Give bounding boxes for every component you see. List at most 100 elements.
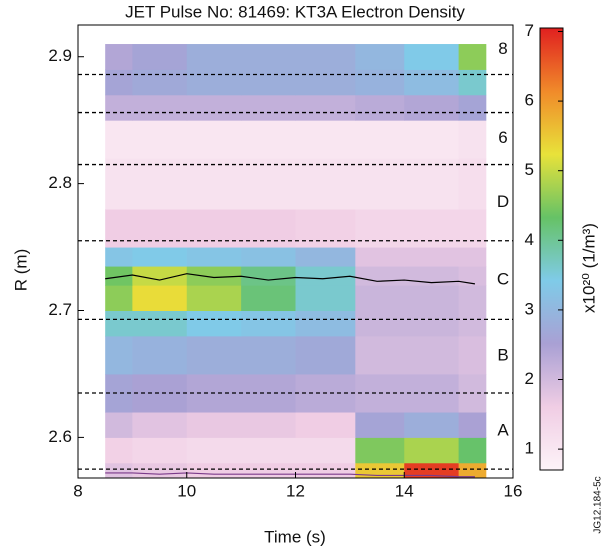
heatmap-cell [458,158,487,210]
chart-title: JET Pulse No: 81469: KT3A Electron Densi… [125,2,465,21]
heatmap-cell [295,285,356,312]
heatmap-cell [132,462,188,479]
heatmap-cell [241,437,296,464]
heatmap-cell [132,412,188,438]
heatmap-cell [105,412,133,438]
colorbar-tick-label: 1 [525,439,534,458]
region-label: 6 [498,128,507,147]
heatmap-cell [186,44,242,70]
heatmap-cell [295,208,356,248]
heatmap-cell [404,335,460,375]
region-label: A [497,421,509,440]
heatmap-cell [105,94,133,121]
watermark: JG12.184-5c [593,476,604,533]
y-tick-label: 2.6 [48,427,72,446]
heatmap-cell [241,266,296,286]
colorbar-label: x10²⁰ (1/m³) [579,223,598,313]
heatmap-cell [355,120,405,159]
heatmap-cell [458,208,487,248]
heatmap-cell [186,462,242,479]
colorbar-tick-label: 5 [525,160,534,179]
heatmap-cell [355,462,405,479]
heatmap-cell [105,69,133,96]
heatmap-cell [458,335,487,375]
heatmap-cell [404,208,460,248]
heatmap-cell [355,310,405,337]
heatmap-cell [355,335,405,375]
heatmap-cell [458,462,487,479]
heatmap-cell [404,412,460,438]
heatmap-cell [186,94,242,121]
heatmap-cell [241,335,296,375]
heatmap-cell [404,158,460,210]
heatmap-cell [132,285,188,312]
y-tick-label: 2.7 [48,300,72,319]
heatmap-cell [241,285,296,312]
heatmap-cell [404,437,460,464]
heatmap-cell [132,266,188,286]
colorbar-tick-label: 2 [525,369,534,388]
heatmap-cell [241,120,296,159]
heatmap-cell [458,285,487,312]
heatmap-cell [295,69,356,96]
heatmap-cell [458,94,487,121]
heatmap-cell [132,247,188,267]
heatmap-cell [295,120,356,159]
heatmap-cell [241,158,296,210]
heatmap-cell [105,158,133,210]
heatmap-cell [355,94,405,121]
y-tick-label: 2.9 [48,46,72,65]
x-tick-label: 14 [395,481,414,500]
heatmap-cell [105,247,133,267]
heatmap-cell [241,462,296,479]
heatmap-cell [458,120,487,159]
y-tick-label: 2.8 [48,173,72,192]
heatmap-cell [458,69,487,96]
heatmap-cell [186,69,242,96]
heatmap-cell [458,44,487,70]
heatmap-cell [355,208,405,248]
heatmap-cell [295,437,356,464]
colorbar-tick-label: 4 [525,230,534,249]
heatmap-cell [295,412,356,438]
heatmap-cell [355,44,405,70]
heatmap-cell [458,310,487,337]
heatmap-cell [355,266,405,286]
heatmap-cell [458,266,487,286]
heatmap-cell [404,310,460,337]
heatmap-cell [295,266,356,286]
heatmap-cell [105,285,133,312]
heatmap-cell [241,247,296,267]
heatmap-cell [241,94,296,121]
heatmap-cell [295,158,356,210]
heatmap-cell [295,94,356,121]
heatmap-cell [105,310,133,337]
heatmap-cell [295,310,356,337]
heatmap-cell [404,44,460,70]
x-tick-label: 16 [504,481,523,500]
colorbar-tick-label: 7 [525,21,534,40]
heatmap-cell [132,158,188,210]
x-tick-label: 12 [286,481,305,500]
region-label: B [497,346,508,365]
x-tick-label: 8 [73,481,82,500]
heatmap-cell [132,94,188,121]
heatmap-cell [105,44,133,70]
heatmap-cell [241,69,296,96]
heatmap-cell [105,462,133,479]
heatmap-cell [404,120,460,159]
heatmap-cell [458,437,487,464]
heatmap-cell [295,335,356,375]
heatmap-cell [186,158,242,210]
heatmap-cell [355,437,405,464]
heatmap-cell [404,462,460,479]
heatmap-cell [105,120,133,159]
x-tick-label: 10 [177,481,196,500]
heatmap-cell [186,208,242,248]
x-axis-label: Time (s) [264,527,326,546]
heatmap-cell [241,208,296,248]
heatmap-cell [132,44,188,70]
heatmap-cell [132,208,188,248]
heatmap-cell [105,335,133,375]
